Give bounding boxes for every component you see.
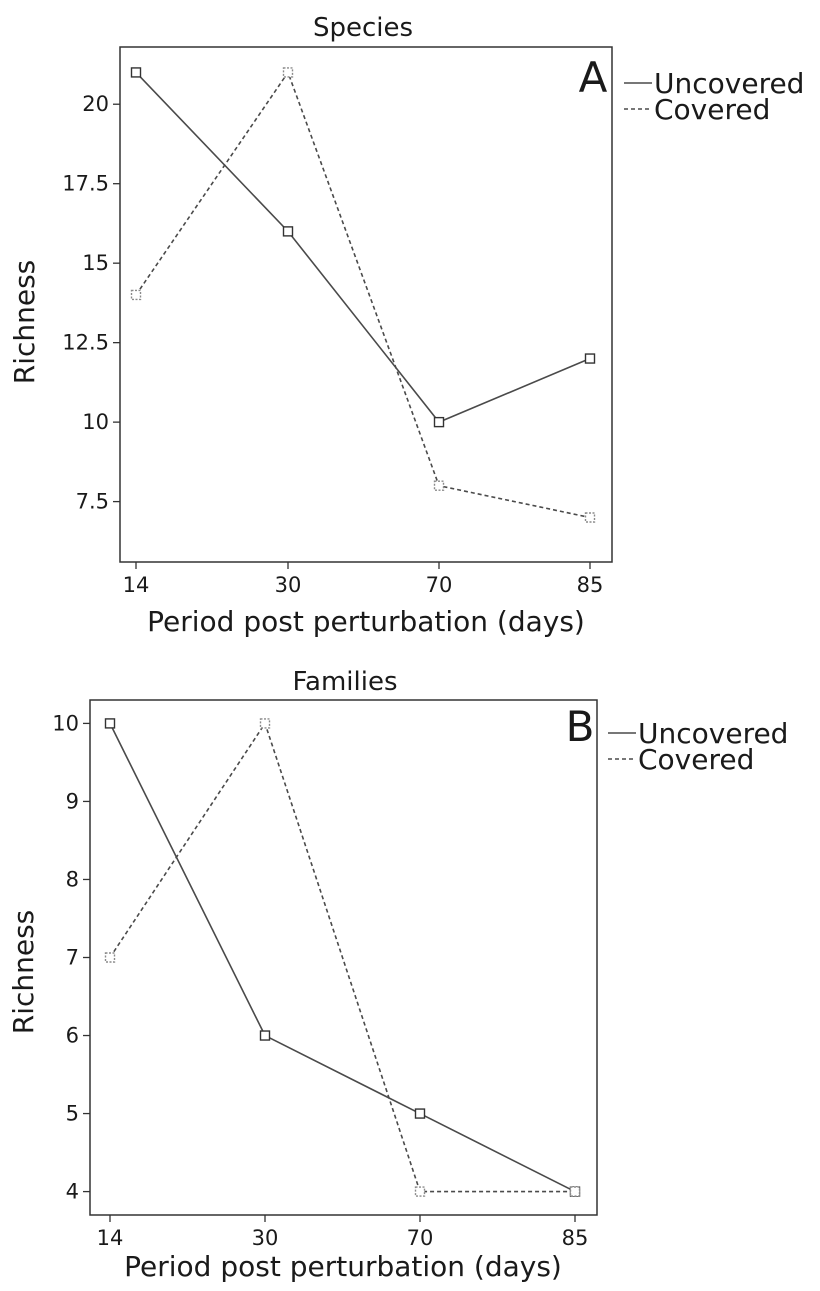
chart-b-series-line-uncovered	[109, 723, 576, 1193]
chart-b-x-axis-label: Period post perturbation (days)	[124, 1250, 562, 1283]
chart-a-x-tick-label: 70	[426, 573, 453, 597]
chart-b-x-tick-label: 70	[407, 1226, 434, 1250]
chart-b-point-covered	[104, 952, 116, 963]
chart-a-y-tick-label: 17.5	[62, 172, 109, 196]
chart-b-x-ticks: 14 30 70 85	[97, 1215, 589, 1250]
chart-a-y-tick-label: 15	[82, 251, 109, 275]
chart-a-x-axis-label: Period post perturbation (days)	[147, 605, 585, 638]
chart-b-point-covered	[259, 718, 271, 729]
chart-b-y-tick-label: 6	[66, 1024, 79, 1048]
chart-b-title: Families	[292, 667, 397, 697]
chart-b-y-tick-label: 10	[52, 711, 79, 735]
chart-b-y-tick-label: 4	[66, 1180, 79, 1204]
chart-a-y-tick-label: 7.5	[76, 490, 109, 514]
chart-a-x-tick-label: 14	[123, 573, 150, 597]
chart-b-y-tick-label: 8	[66, 867, 79, 891]
chart-a-panel-letter: A	[579, 53, 608, 102]
chart-a-frame	[119, 46, 613, 563]
chart-b-y-tick-label: 5	[66, 1102, 79, 1126]
chart-a-point-uncovered	[282, 226, 294, 237]
chart-b-point-covered	[414, 1186, 426, 1197]
chart-a-point-uncovered	[130, 67, 142, 78]
chart-a-x-ticks: 14 30 70 85	[123, 562, 604, 597]
chart-b-x-tick-label: 85	[562, 1226, 589, 1250]
chart-a-point-uncovered	[584, 353, 596, 364]
chart-panel-a: Species A 7.5 10 12.5 15 17.5 20 14 30 70 85 Per…	[8, 13, 804, 638]
chart-a-series-line-uncovered	[135, 71, 591, 424]
chart-b-point-uncovered	[259, 1030, 271, 1041]
chart-panel-b: Families B 4 5 6 7 8 9 10 14 30 70 85 Period post…	[7, 667, 788, 1283]
chart-b-x-tick-label: 30	[252, 1226, 279, 1250]
chart-a-x-tick-label: 30	[275, 573, 302, 597]
chart-a-legend: Uncovered Covered	[624, 67, 804, 126]
chart-b-legend: Uncovered Covered	[608, 717, 788, 776]
chart-b-y-ticks: 4 5 6 7 8 9 10	[52, 711, 90, 1204]
chart-b-series-line-covered	[109, 721, 575, 1193]
chart-a-point-covered	[130, 289, 142, 301]
chart-b-frame	[89, 699, 598, 1216]
chart-a-x-tick-label: 85	[577, 573, 604, 597]
chart-a-legend-label-covered: Covered	[654, 93, 770, 126]
chart-a-point-covered	[282, 67, 294, 78]
chart-a-legend-label-uncovered: Uncovered	[654, 67, 804, 100]
chart-a-y-axis-label: Richness	[8, 260, 41, 385]
chart-b-series	[104, 718, 581, 1197]
chart-b-y-tick-label: 9	[66, 789, 79, 813]
chart-a-series-line-covered	[135, 70, 591, 519]
chart-a-y-tick-label: 10	[82, 410, 109, 434]
chart-a-y-tick-label: 12.5	[62, 331, 109, 355]
chart-b-legend-label-uncovered: Uncovered	[638, 717, 788, 750]
chart-b-y-axis-label: Richness	[7, 910, 40, 1035]
chart-b-panel-letter: B	[566, 702, 595, 751]
chart-b-point-uncovered	[414, 1108, 426, 1119]
chart-b-point-covered	[569, 1186, 581, 1197]
chart-a-y-tick-label: 20	[82, 92, 109, 116]
chart-a-point-uncovered	[433, 416, 445, 428]
chart-b-x-tick-label: 14	[97, 1226, 124, 1250]
chart-b-legend-label-covered: Covered	[638, 743, 754, 776]
chart-a-point-covered	[584, 512, 596, 523]
chart-a-title: Species	[313, 13, 413, 43]
chart-b-y-tick-label: 7	[66, 946, 79, 970]
chart-a-y-ticks: 7.5 10 12.5 15 17.5 20	[62, 92, 120, 514]
chart-a-point-covered	[433, 480, 445, 491]
chart-a-series	[130, 67, 596, 523]
chart-b-point-uncovered	[104, 718, 116, 729]
